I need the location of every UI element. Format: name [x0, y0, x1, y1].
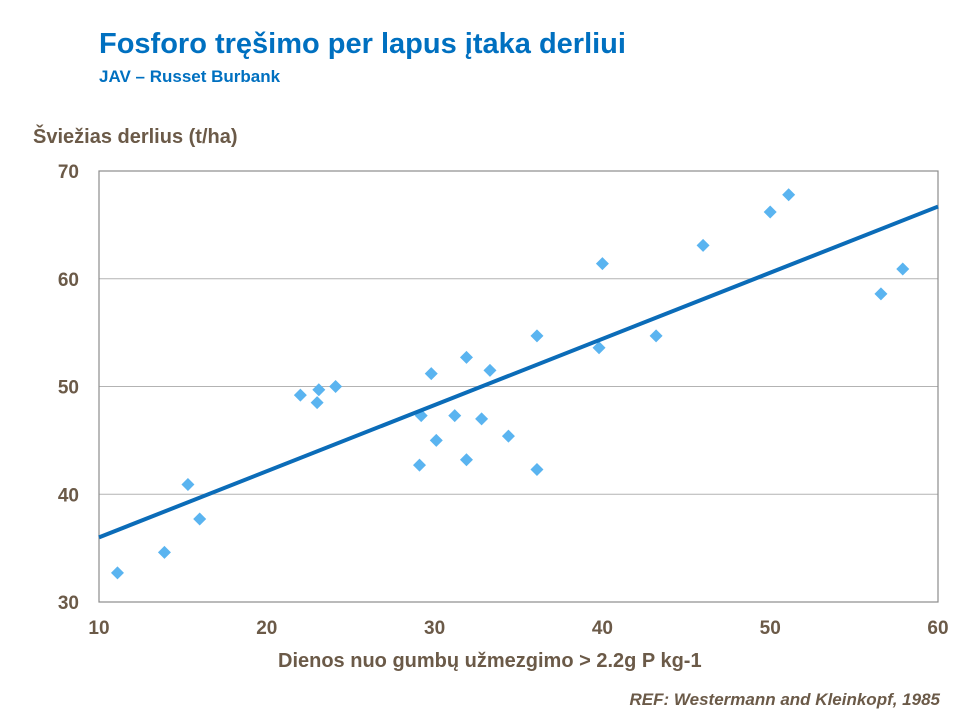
data-point: [483, 363, 497, 377]
y-tick-label: 70: [58, 162, 79, 183]
data-point: [475, 412, 489, 426]
y-tick-label: 40: [58, 485, 79, 506]
x-tick-label: 10: [88, 618, 109, 639]
data-point: [193, 512, 207, 526]
y-tick-label: 30: [58, 593, 79, 614]
y-axis-label: Šviežias derlius (t/ha): [33, 126, 238, 148]
x-tick-label: 30: [424, 618, 445, 639]
data-point: [530, 462, 544, 476]
data-point: [649, 329, 663, 343]
data-point: [459, 453, 473, 467]
data-point: [896, 262, 910, 276]
y-tick-label: 60: [58, 270, 79, 291]
data-point: [459, 350, 473, 364]
chart-subtitle: JAV – Russet Burbank: [99, 67, 281, 86]
data-point: [293, 388, 307, 402]
x-tick-label: 50: [760, 618, 781, 639]
data-point: [312, 383, 326, 397]
data-point: [429, 433, 443, 447]
data-point: [763, 205, 777, 219]
data-point: [501, 429, 515, 443]
data-point: [696, 238, 710, 252]
data-point: [595, 257, 609, 271]
data-point: [448, 409, 462, 423]
data-point: [157, 545, 171, 559]
data-point: [310, 396, 324, 410]
chart-title: Fosforo tręšimo per lapus įtaka derliui: [99, 28, 626, 60]
x-tick-label: 60: [927, 618, 948, 639]
data-point: [530, 329, 544, 343]
data-point: [782, 188, 796, 202]
data-point: [592, 341, 606, 355]
data-point: [329, 380, 343, 393]
data-point: [874, 287, 888, 301]
data-point: [424, 367, 438, 381]
data-point: [412, 458, 426, 472]
plot-area-border: [98, 170, 939, 603]
data-point: [181, 478, 195, 492]
x-tick-label: 20: [256, 618, 277, 639]
x-tick-label: 40: [592, 618, 613, 639]
reference-note: REF: Westermann and Kleinkopf, 1985: [629, 690, 940, 709]
data-point: [110, 566, 124, 580]
trendline: [98, 204, 939, 540]
x-axis-label: Dienos nuo gumbų užmezgimo > 2.2g P kg-1: [278, 650, 702, 672]
y-tick-label: 50: [58, 378, 79, 399]
